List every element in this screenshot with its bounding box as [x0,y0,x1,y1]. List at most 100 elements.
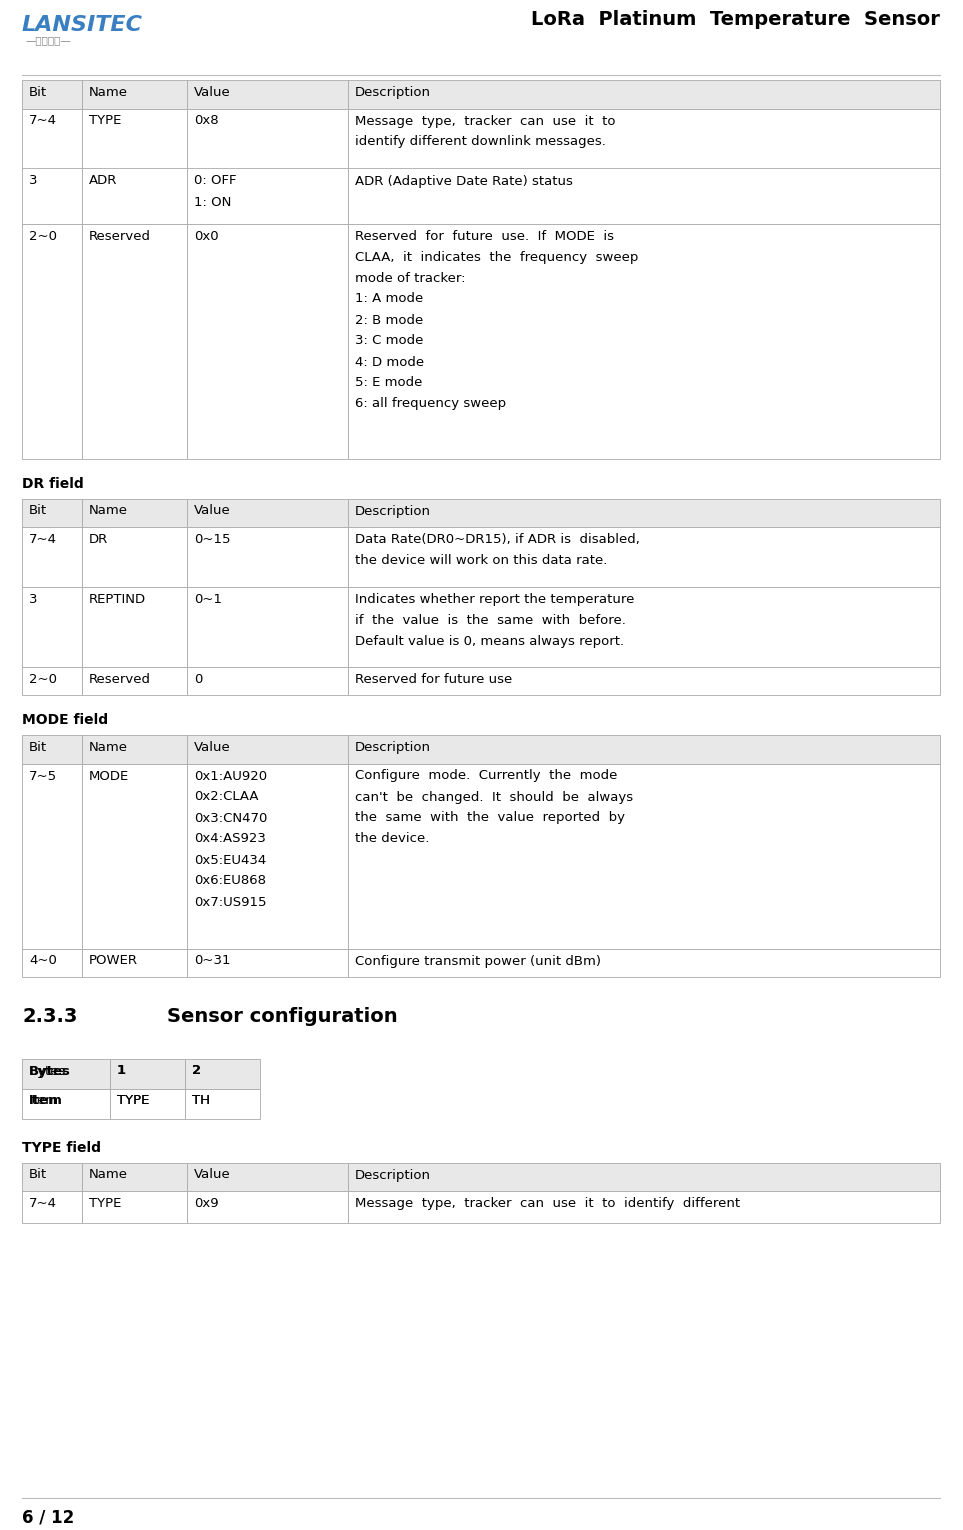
Bar [110,1059,185,1088]
Text: LoRa  Platinum  Temperature  Sensor: LoRa Platinum Temperature Sensor [532,11,940,29]
Text: LANSITEC: LANSITEC [22,15,143,35]
Text: ADR: ADR [89,174,117,188]
Text: 7~5: 7~5 [29,770,57,782]
Bar [187,763,348,949]
Text: ADR (Adaptive Date Rate) status: ADR (Adaptive Date Rate) status [355,174,573,188]
Text: TYPE: TYPE [89,115,121,127]
Bar [82,80,187,109]
Text: 2~0: 2~0 [29,230,57,242]
Text: 1: 1 [117,1065,126,1077]
Text: —深蓝通联—: —深蓝通联— [26,35,72,44]
Text: 0x9: 0x9 [195,1196,219,1210]
Text: Description: Description [355,741,430,754]
Bar [22,1059,110,1088]
Bar [82,734,187,763]
Text: 3: 3 [29,594,38,606]
Bar [187,168,348,223]
Text: Description: Description [355,505,430,517]
Bar [22,667,82,695]
Bar [22,949,82,976]
Text: 7~4: 7~4 [29,1196,57,1210]
Bar [22,526,82,588]
Text: 0x1:AU920
0x2:CLAA
0x3:CN470
0x4:AS923
0x5:EU434
0x6:EU868
0x7:US915: 0x1:AU920 0x2:CLAA 0x3:CN470 0x4:AS923 0… [195,770,268,909]
Bar [82,1190,187,1222]
Text: TYPE field: TYPE field [22,1140,101,1155]
Bar [82,588,187,667]
Text: REPTIND: REPTIND [89,594,145,606]
Bar [348,223,940,459]
Text: TH: TH [192,1094,210,1108]
Text: Bit: Bit [29,505,47,517]
Bar [187,667,348,695]
Text: 4~0: 4~0 [29,955,57,967]
Text: Name: Name [89,1169,128,1181]
Text: Reserved for future use: Reserved for future use [355,673,512,685]
Text: Sensor configuration: Sensor configuration [167,1007,398,1025]
Text: TYPE: TYPE [89,1196,121,1210]
Text: 0x8: 0x8 [195,115,219,127]
Text: 6 / 12: 6 / 12 [22,1509,74,1525]
Bar [348,588,940,667]
Bar [82,109,187,168]
Bar [82,763,187,949]
Bar [22,109,82,168]
Text: Configure transmit power (unit dBm): Configure transmit power (unit dBm) [355,955,601,967]
Bar [187,109,348,168]
Bar [187,588,348,667]
Bar [187,1163,348,1190]
Bar [22,499,82,526]
Text: 7~4: 7~4 [29,532,57,546]
Text: TYPE: TYPE [117,1094,149,1108]
Text: 0~31: 0~31 [195,955,231,967]
Text: Value: Value [195,1169,231,1181]
Text: 0: OFF
1: ON: 0: OFF 1: ON [195,174,237,208]
Bar [348,949,940,976]
Text: Configure  mode.  Currently  the  mode
can't  be  changed.  It  should  be  alwa: Configure mode. Currently the mode can't… [355,770,633,846]
Bar [185,1088,260,1118]
Text: Bytes: Bytes [29,1065,66,1077]
Text: Description: Description [355,1169,430,1181]
Text: MODE: MODE [89,770,129,782]
Bar [22,1190,82,1222]
Bar [187,223,348,459]
Bar [348,763,940,949]
Text: Message  type,  tracker  can  use  it  to
identify different downlink messages.: Message type, tracker can use it to iden… [355,115,615,148]
Text: 0: 0 [195,673,202,685]
Text: Value: Value [195,86,231,99]
Text: 3: 3 [29,174,38,188]
Bar [82,168,187,223]
Text: 2: 2 [192,1065,200,1077]
Text: Message  type,  tracker  can  use  it  to  identify  different: Message type, tracker can use it to iden… [355,1196,740,1210]
Bar [348,499,940,526]
Bar [348,667,940,695]
Bar [82,499,187,526]
Bar [22,1088,110,1118]
Text: DR field: DR field [22,476,84,491]
Text: Bit: Bit [29,1169,47,1181]
Bar [187,526,348,588]
Bar [22,1163,82,1190]
Text: 7~4: 7~4 [29,115,57,127]
Text: Name: Name [89,86,128,99]
Bar [348,1163,940,1190]
Bar [22,223,82,459]
Text: 0~15: 0~15 [195,532,231,546]
Text: 2.3.3: 2.3.3 [22,1007,77,1025]
Bar [82,667,187,695]
Bar [348,109,940,168]
Text: 0~1: 0~1 [195,594,222,606]
Text: Reserved: Reserved [89,673,150,685]
Text: Name: Name [89,741,128,754]
Text: Reserved: Reserved [89,230,150,242]
Text: 0x0: 0x0 [195,230,219,242]
Bar [348,80,940,109]
Text: MODE field: MODE field [22,713,108,727]
Text: Indicates whether report the temperature
if  the  value  is  the  same  with  be: Indicates whether report the temperature… [355,594,635,649]
Text: Item: Item [29,1094,63,1108]
Text: DR: DR [89,532,108,546]
Text: 2~0: 2~0 [29,673,57,685]
Text: POWER: POWER [89,955,138,967]
Text: TH: TH [192,1094,210,1108]
Bar [348,734,940,763]
Bar [110,1088,185,1118]
